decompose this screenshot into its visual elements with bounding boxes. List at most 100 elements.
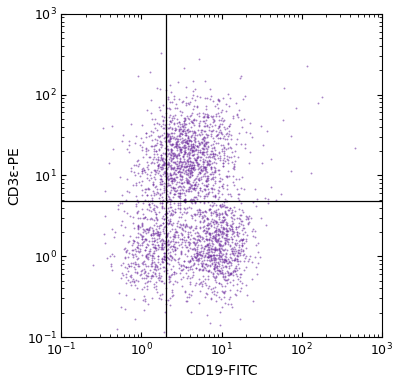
- Point: [194, 159, 200, 165]
- Point: [228, 136, 234, 142]
- Point: [232, 265, 238, 271]
- Point: [194, 162, 200, 168]
- Point: [164, 143, 170, 149]
- Point: [222, 211, 229, 217]
- Point: [142, 169, 149, 175]
- Point: [156, 272, 163, 278]
- Point: [194, 155, 200, 161]
- Point: [217, 157, 223, 163]
- Point: [182, 206, 188, 213]
- Point: [188, 197, 195, 203]
- Point: [144, 270, 151, 276]
- Point: [138, 135, 144, 141]
- Point: [185, 166, 191, 172]
- Point: [167, 136, 173, 142]
- Point: [168, 207, 175, 213]
- Point: [240, 240, 247, 246]
- Point: [109, 123, 116, 129]
- Point: [210, 285, 216, 291]
- Point: [190, 167, 197, 173]
- Point: [178, 162, 184, 168]
- Point: [194, 111, 201, 117]
- Point: [200, 238, 207, 244]
- Point: [131, 278, 137, 284]
- Point: [162, 219, 169, 226]
- Point: [187, 172, 194, 179]
- Point: [164, 218, 171, 224]
- Point: [227, 251, 233, 257]
- Point: [164, 267, 170, 273]
- Point: [177, 130, 184, 136]
- Point: [149, 225, 156, 231]
- Point: [129, 251, 136, 257]
- Point: [204, 250, 210, 256]
- Point: [198, 154, 204, 161]
- Point: [147, 252, 154, 258]
- Point: [204, 215, 211, 221]
- Point: [157, 238, 163, 244]
- Point: [167, 154, 174, 160]
- Point: [140, 238, 147, 244]
- Point: [210, 113, 216, 119]
- Point: [249, 228, 255, 234]
- Point: [106, 160, 112, 166]
- Point: [153, 273, 160, 279]
- Point: [216, 213, 222, 219]
- Point: [135, 170, 141, 176]
- Point: [184, 275, 191, 281]
- Point: [181, 258, 188, 264]
- Point: [177, 236, 184, 242]
- Point: [186, 241, 192, 248]
- Point: [218, 270, 225, 276]
- Point: [213, 238, 219, 244]
- Point: [149, 179, 156, 185]
- Point: [242, 145, 248, 151]
- Point: [183, 164, 190, 170]
- Point: [221, 214, 227, 220]
- Point: [207, 231, 213, 237]
- Point: [177, 198, 184, 204]
- Point: [216, 235, 222, 241]
- Point: [143, 263, 149, 269]
- Point: [221, 150, 227, 156]
- Point: [201, 193, 207, 199]
- Point: [187, 181, 193, 187]
- Point: [171, 234, 178, 240]
- Point: [198, 150, 205, 156]
- Point: [208, 164, 214, 170]
- Point: [126, 188, 133, 194]
- Point: [128, 121, 134, 127]
- Point: [152, 241, 158, 248]
- Point: [151, 207, 158, 213]
- Point: [170, 151, 176, 157]
- Point: [182, 150, 188, 156]
- Point: [202, 157, 208, 163]
- Point: [161, 187, 168, 193]
- Point: [152, 262, 159, 268]
- Point: [210, 263, 217, 269]
- Point: [102, 188, 108, 194]
- Point: [201, 128, 207, 134]
- Point: [134, 239, 140, 245]
- Point: [215, 117, 222, 123]
- Point: [208, 184, 214, 191]
- Point: [222, 257, 228, 263]
- Point: [217, 248, 223, 254]
- Point: [179, 233, 185, 239]
- Point: [135, 73, 141, 79]
- Point: [221, 117, 228, 123]
- Point: [187, 147, 194, 153]
- Point: [161, 185, 168, 191]
- Point: [172, 105, 178, 112]
- Point: [118, 304, 124, 310]
- Point: [139, 187, 145, 193]
- Point: [153, 286, 160, 292]
- Point: [157, 231, 163, 237]
- Point: [258, 122, 264, 129]
- Point: [167, 199, 174, 205]
- Point: [170, 152, 177, 158]
- Point: [137, 271, 144, 277]
- Point: [175, 165, 181, 171]
- Point: [215, 167, 221, 173]
- Point: [208, 151, 214, 157]
